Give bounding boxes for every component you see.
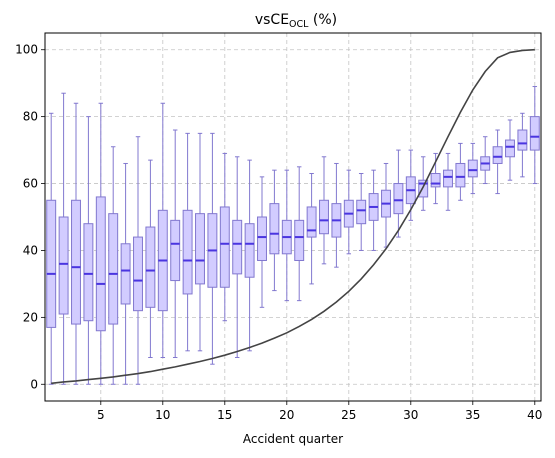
box-iqr [232, 219, 243, 275]
x-axis-label: Accident quarter [243, 432, 343, 446]
box-21 [294, 166, 305, 302]
y-tick-label: 100 [15, 43, 38, 57]
y-tick-label: 80 [23, 110, 38, 124]
box-36 [480, 136, 491, 185]
box-31 [418, 156, 429, 211]
box-18 [257, 176, 267, 308]
box-iqr [517, 129, 528, 151]
x-tick-label: 15 [217, 408, 232, 422]
x-tick-label: 35 [465, 408, 480, 422]
title-main: vsCE [255, 12, 289, 28]
box-20 [281, 169, 292, 302]
box-iqr [120, 243, 131, 305]
x-tick-label: 30 [403, 408, 418, 422]
box-22 [306, 173, 317, 285]
y-tick-label: 40 [23, 243, 38, 257]
box-10 [157, 102, 168, 359]
box-38 [505, 119, 515, 181]
box-37 [492, 129, 503, 195]
box-iqr [95, 196, 106, 332]
box-iqr [443, 169, 453, 188]
boxplots [46, 86, 540, 385]
chart-title: vsCEOCL (%) [255, 12, 337, 30]
box-iqr [505, 139, 515, 158]
box-7 [120, 162, 131, 385]
box-15 [219, 152, 230, 322]
box-29 [393, 149, 404, 238]
box-5 [95, 102, 106, 385]
box-16 [232, 156, 243, 359]
box-iqr [393, 183, 404, 215]
box-33 [443, 152, 453, 211]
box-28 [381, 162, 391, 248]
box-9 [145, 159, 156, 359]
x-tick-label: 25 [341, 408, 356, 422]
box-11 [170, 129, 181, 359]
box-27 [368, 169, 379, 251]
box-iqr [46, 199, 57, 328]
box-14 [207, 132, 218, 365]
line-series [51, 48, 535, 385]
box-iqr [133, 236, 143, 312]
box-2 [58, 92, 69, 385]
box-3 [71, 102, 81, 385]
box-iqr [269, 203, 280, 255]
box-iqr [492, 146, 503, 164]
grid [45, 33, 541, 401]
box-iqr [195, 213, 205, 285]
box-34 [455, 142, 466, 201]
box-17 [244, 159, 255, 352]
box-iqr [170, 219, 181, 282]
box-8 [133, 136, 143, 385]
box-iqr [58, 216, 69, 315]
x-tick-label: 5 [97, 408, 105, 422]
box-iqr [356, 199, 367, 225]
box-39 [517, 112, 528, 178]
box-iqr [83, 223, 94, 322]
box-iqr [529, 116, 540, 151]
x-tick-label: 40 [527, 408, 542, 422]
box-iqr [182, 209, 193, 295]
box-19 [269, 169, 280, 292]
box-12 [182, 132, 193, 352]
box-23 [319, 156, 329, 265]
box-iqr [108, 213, 119, 325]
box-iqr [244, 223, 255, 278]
box-32 [430, 152, 441, 205]
box-iqr [306, 206, 317, 238]
y-tick-label: 0 [30, 377, 38, 391]
box-iqr [257, 216, 267, 261]
title-subscript: OCL [289, 19, 309, 30]
curve-line [51, 48, 535, 385]
box-26 [356, 173, 367, 251]
box-iqr [294, 219, 305, 261]
x-tick-label: 10 [155, 408, 170, 422]
y-tick-label: 20 [23, 310, 38, 324]
title-suffix: (%) [308, 12, 337, 28]
box-40 [529, 86, 540, 185]
box-35 [467, 142, 478, 195]
box-iqr [467, 159, 478, 178]
box-iqr [71, 199, 81, 325]
box-4 [83, 116, 94, 385]
box-iqr [319, 199, 329, 235]
box-iqr [430, 173, 441, 188]
plot-frame [44, 32, 542, 402]
y-ticks: 0 20 40 60 80 100 [15, 43, 45, 391]
box-25 [343, 169, 354, 255]
box-iqr [145, 226, 156, 308]
x-tick-label: 20 [279, 408, 294, 422]
box-iqr [455, 162, 466, 188]
y-tick-label: 60 [23, 177, 38, 191]
x-ticks: 5 10 15 20 25 30 35 40 [97, 401, 542, 422]
box-6 [108, 146, 119, 385]
box-24 [331, 162, 342, 268]
box-30 [405, 149, 416, 221]
box-13 [195, 132, 205, 352]
box-iqr [219, 206, 230, 288]
box-1 [46, 112, 57, 385]
